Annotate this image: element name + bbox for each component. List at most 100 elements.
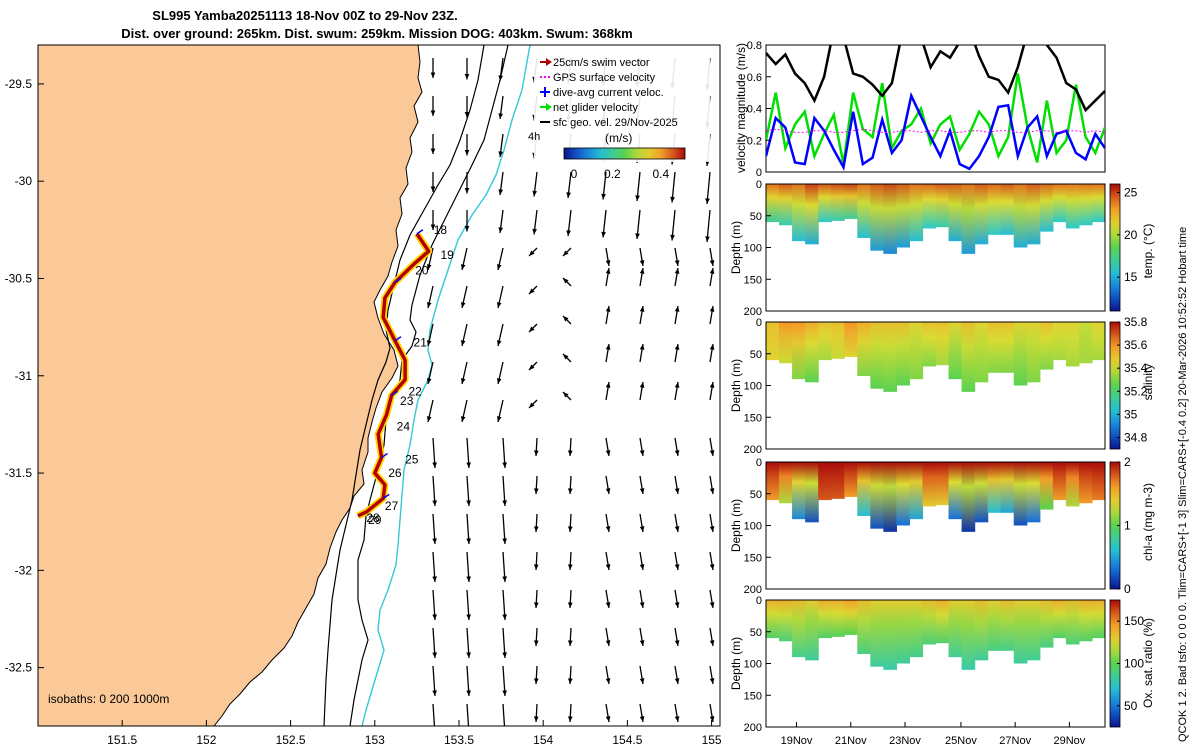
chlorophyll-section-dive-16 xyxy=(974,462,989,523)
salinity-section-dive-13 xyxy=(935,322,950,366)
velocity-arrowhead-136 xyxy=(466,652,471,658)
figure-title-line2: Dist. over ground: 265km. Dist. swum: 25… xyxy=(121,26,633,41)
temperature-section-dive-9 xyxy=(883,184,897,254)
velocity-arrowhead-36 xyxy=(430,224,436,230)
legend-colorbar-tick-0: 0 xyxy=(571,167,578,181)
velocity-arrowhead-19 xyxy=(464,149,470,156)
oxygen-section-ytick-label-0: 0 xyxy=(756,595,762,607)
velocity-ylabel: velocity magnitude (m/s) xyxy=(734,43,748,173)
temperature-section-dive-2 xyxy=(792,184,806,242)
velocity-arrowhead-67 xyxy=(563,316,569,322)
temperature-section-dive-15 xyxy=(961,184,976,254)
velocity-arrowhead-153 xyxy=(432,728,437,734)
oxygen-section-panel: 0 50 100 150 200 Depth (m) 50 100 150 19Nov 21Nov 2… xyxy=(729,595,1144,747)
oxygen-section-cb-tick-label-2: 150 xyxy=(1124,614,1144,628)
velocity-arrowhead-138 xyxy=(533,640,539,646)
temperature-section-dive-6 xyxy=(844,184,858,219)
temperature-section-depth-label: Depth (m) xyxy=(729,221,743,274)
chlorophyll-section-dive-8 xyxy=(870,462,884,529)
map-xtick-label-7: 155 xyxy=(702,733,722,747)
chlorophyll-section-ytick-label-3: 150 xyxy=(744,552,762,564)
salinity-section-dive-11 xyxy=(909,322,924,380)
salinity-section-dive-9 xyxy=(883,322,897,392)
velocity-arrowhead-131 xyxy=(605,602,611,608)
velocity-arrowhead-80 xyxy=(709,344,715,350)
velocity-arrowhead-39 xyxy=(532,228,537,235)
map-axis-ticks: 151.5 152 152.5 153 153.5 154 154.5 155 -29.5 -30… xyxy=(5,77,722,747)
oxygen-section-dive-4 xyxy=(818,600,832,639)
map-ytick-label-3: -31 xyxy=(15,369,33,383)
velocity-arrowhead-63 xyxy=(426,340,432,346)
velocity-arrowhead-1 xyxy=(464,73,470,80)
chlorophyll-section-dive-5 xyxy=(831,462,845,499)
velocity-series xyxy=(766,45,1105,171)
velocity-arrow-155 xyxy=(502,703,506,726)
velocity-arrowhead-135 xyxy=(432,652,437,658)
chlorophyll-section-dive-25 xyxy=(1091,462,1105,501)
salinity-section-cb-tick-label-4: 35.6 xyxy=(1124,338,1148,352)
temperature-section-ytick-label-4: 200 xyxy=(744,306,762,318)
oxygen-section-dive-11 xyxy=(909,600,924,658)
velocity-arrowhead-106 xyxy=(674,488,680,494)
track-day-label-11: 29 xyxy=(368,513,382,527)
chlorophyll-section-dive-3 xyxy=(805,462,819,523)
velocity-arrowhead-59 xyxy=(605,268,611,274)
legend-net-glider-icon xyxy=(540,103,552,111)
salinity-section-dive-7 xyxy=(857,322,871,376)
chlorophyll-section-dive-23 xyxy=(1065,462,1080,507)
map-ytick-label-2: -30.5 xyxy=(5,271,33,285)
velocity-arrowhead-119 xyxy=(502,576,507,582)
chlorophyll-section-cb-tick-label-2: 2 xyxy=(1124,455,1131,469)
track-current-marker-9 xyxy=(391,390,399,396)
oxygen-section-depth-label: Depth (m) xyxy=(729,637,743,690)
legend-colorbar-ticks: 0 0.2 0.4 xyxy=(571,167,670,181)
section-xtick-label-3: 25Nov xyxy=(945,735,977,747)
chlorophyll-section-cb-tick-label-1: 1 xyxy=(1124,519,1131,533)
salinity-section-dive-15 xyxy=(961,322,976,392)
temperature-section-dive-17 xyxy=(987,184,1002,235)
oxygen-section-dive-12 xyxy=(922,600,937,645)
oxygen-section-ytick-label-4: 200 xyxy=(744,722,762,734)
oxygen-section-dive-21 xyxy=(1039,600,1054,648)
isobaths-label: isobaths: 0 200 1000m xyxy=(48,692,169,706)
track-current-marker-15 xyxy=(382,493,390,499)
map-ytick-label-6: -32.5 xyxy=(5,661,33,675)
velocity-arrowhead-28 xyxy=(464,187,470,194)
temperature-section-dive-8 xyxy=(870,184,884,251)
chlorophyll-section-dive-17 xyxy=(987,462,1002,513)
velocity-series-3 xyxy=(766,128,1105,133)
velocity-arrowhead-86 xyxy=(605,382,611,388)
velocity-arrowhead-108 xyxy=(432,538,437,544)
velocity-ytick-label-4: 0.8 xyxy=(747,40,762,52)
velocity-arrowhead-140 xyxy=(605,640,611,646)
velocity-arrowhead-60 xyxy=(639,268,645,274)
velocity-arrowhead-94 xyxy=(567,450,573,456)
salinity-section-ytick-label-1: 50 xyxy=(750,349,762,361)
velocity-arrowhead-113 xyxy=(605,526,611,532)
velocity-arrowhead-81 xyxy=(426,416,432,422)
velocity-arrowhead-156 xyxy=(533,716,539,722)
map-xtick-label-2: 152.5 xyxy=(276,733,306,747)
velocity-arrowhead-147 xyxy=(533,678,539,684)
velocity-arrowhead-105 xyxy=(639,488,645,494)
salinity-section-dive-17 xyxy=(987,322,1002,373)
oxygen-section-dive-23 xyxy=(1065,600,1080,645)
temperature-section-ytick-label-3: 150 xyxy=(744,274,762,286)
temperature-section-dive-11 xyxy=(909,184,924,242)
legend-dive-avg-icon xyxy=(540,87,550,97)
velocity-arrowhead-37 xyxy=(464,225,470,232)
track-day-label-6: 24 xyxy=(397,419,411,433)
velocity-arrowhead-114 xyxy=(639,526,645,532)
velocity-arrowhead-62 xyxy=(709,268,715,274)
velocity-series-2 xyxy=(766,73,1105,165)
velocity-arrowhead-20 xyxy=(498,151,504,157)
temperature-section-ytick-label-1: 50 xyxy=(750,211,762,223)
salinity-section-dive-1 xyxy=(779,322,793,364)
temperature-section-dive-1 xyxy=(779,184,793,226)
map-xtick-label-4: 153.5 xyxy=(444,733,474,747)
salinity-section-colorbar xyxy=(1109,321,1121,450)
velocity-arrowhead-123 xyxy=(639,564,645,570)
temperature-section-dive-7 xyxy=(857,184,871,238)
velocity-arrowhead-112 xyxy=(567,526,573,532)
